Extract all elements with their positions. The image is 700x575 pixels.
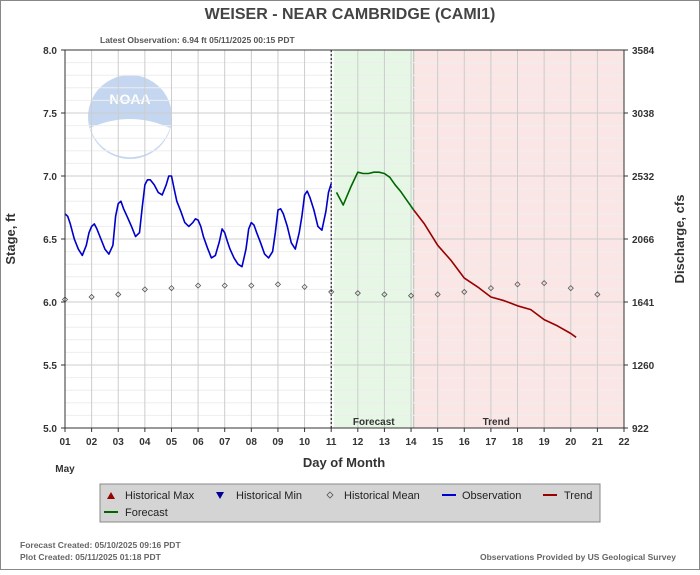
x-axis-title: Day of Month: [303, 455, 385, 470]
x-tick-label: 06: [193, 437, 205, 448]
legend-item-observation: Observation: [442, 490, 521, 502]
y-tick-label-left: 6.5: [43, 235, 57, 246]
plot-created: Plot Created: 05/11/2025 01:18 PDT: [20, 552, 162, 562]
x-tick-label: 20: [565, 437, 577, 448]
historical-mean-point: [115, 291, 122, 298]
legend-item-historical-min: Historical Min: [216, 490, 302, 502]
y-tick-label-right: 1641: [632, 298, 655, 309]
legend-item-historical-max: Historical Max: [107, 490, 195, 502]
trend-region-label: Trend: [483, 417, 510, 428]
axes: 01 02 03 04 05 06 07 08 09 10 11 12 13 14 15 16 17 18 19 20…: [43, 46, 655, 448]
legend-label-historical-mean: Historical Mean: [344, 490, 420, 502]
y-tick-label-left: 7.0: [43, 172, 57, 183]
x-tick-label: 01: [59, 437, 71, 448]
legend-label-trend: Trend: [564, 490, 592, 502]
x-tick-label: 02: [86, 437, 98, 448]
x-tick-label: 15: [432, 437, 444, 448]
trend-line: [413, 209, 577, 338]
historical-mean-point: [195, 282, 202, 289]
x-tick-label: 21: [592, 437, 604, 448]
series-layer: [61, 171, 601, 338]
x-tick-label: 03: [113, 437, 125, 448]
historical-min-icon: [216, 492, 224, 499]
historical-mean-point: [514, 281, 521, 288]
legend-item-trend: Trend: [543, 490, 592, 502]
x-tick-label: 09: [272, 437, 284, 448]
historical-mean-point: [274, 281, 282, 288]
historical-mean-point: [88, 293, 95, 301]
y-tick-label-right: 3584: [632, 46, 655, 57]
y-axis-left-title: Stage, ft: [3, 213, 18, 265]
x-tick-label: 18: [512, 437, 524, 448]
x-tick-label: 13: [379, 437, 391, 448]
x-tick-label: 11: [326, 437, 337, 448]
legend-label-historical-max: Historical Max: [125, 490, 195, 502]
observation-line: [64, 175, 332, 268]
chart-title: WEISER - NEAR CAMBRIDGE (CAMI1): [205, 6, 496, 23]
x-tick-label: 10: [299, 437, 311, 448]
forecast-line: [335, 171, 415, 211]
historical-mean-point: [461, 288, 468, 295]
month-label: May: [55, 464, 75, 475]
historical-mean-point: [354, 290, 361, 297]
data-credit: Observations Provided by US Geological S…: [480, 552, 676, 562]
historical-max-icon: [107, 492, 115, 499]
historical-mean-point: [141, 286, 148, 293]
legend-box: [99, 483, 601, 523]
x-tick-label: 17: [485, 437, 497, 448]
x-tick-label: 04: [139, 437, 151, 448]
forecast-created: Forecast Created: 05/10/2025 09:16 PDT: [20, 540, 181, 550]
y-axis-right-title: Discharge, cfs: [672, 195, 687, 284]
y-tick-label-left: 5.5: [43, 361, 57, 372]
y-tick-label-left: 6.0: [43, 298, 57, 309]
historical-mean-point: [301, 283, 308, 290]
historical-mean-point: [434, 291, 441, 298]
historical-mean-point: [487, 285, 494, 292]
x-tick-label: 16: [459, 437, 471, 448]
x-tick-label: 19: [539, 437, 551, 448]
legend-label-historical-min: Historical Min: [236, 490, 302, 502]
historical-mean-point: [594, 291, 601, 298]
y-tick-label-right: 3038: [632, 109, 655, 120]
y-tick-label-right: 2532: [632, 172, 655, 183]
legend-label-forecast: Forecast: [125, 507, 168, 519]
x-tick-label: 12: [352, 437, 364, 448]
historical-mean-point: [381, 291, 388, 298]
historical-mean-point: [407, 292, 415, 299]
x-tick-label: 05: [166, 437, 178, 448]
forecast-region-label: Forecast: [353, 417, 395, 428]
x-tick-label: 08: [246, 437, 258, 448]
y-tick-label-right: 2066: [632, 235, 655, 246]
legend-label-observation: Observation: [462, 490, 521, 502]
historical-mean-point: [541, 280, 548, 287]
legend-item-forecast: Forecast: [104, 507, 168, 519]
historical-mean-point: [248, 282, 255, 289]
historical-mean-point: [168, 285, 175, 292]
y-tick-label-left: 8.0: [43, 46, 57, 57]
noaa-logo-text: NOAA: [109, 91, 150, 107]
y-tick-label-right: 1260: [632, 361, 655, 372]
x-tick-label: 07: [219, 437, 231, 448]
x-tick-label: 14: [405, 437, 417, 448]
x-tick-label: 22: [618, 437, 630, 448]
legend: Historical Max Historical Min Historical…: [104, 490, 592, 519]
y-tick-label-left: 5.0: [43, 424, 57, 435]
latest-observation: Latest Observation: 6.94 ft 05/11/2025 0…: [100, 35, 295, 45]
y-tick-label-left: 7.5: [43, 109, 57, 120]
historical-mean-point: [221, 282, 228, 289]
historical-mean-icon: [326, 491, 334, 499]
y-tick-label-right: 922: [632, 424, 649, 435]
legend-item-historical-mean: Historical Mean: [326, 490, 420, 502]
historical-mean-point: [567, 285, 574, 292]
historical-mean-point: [328, 288, 335, 295]
